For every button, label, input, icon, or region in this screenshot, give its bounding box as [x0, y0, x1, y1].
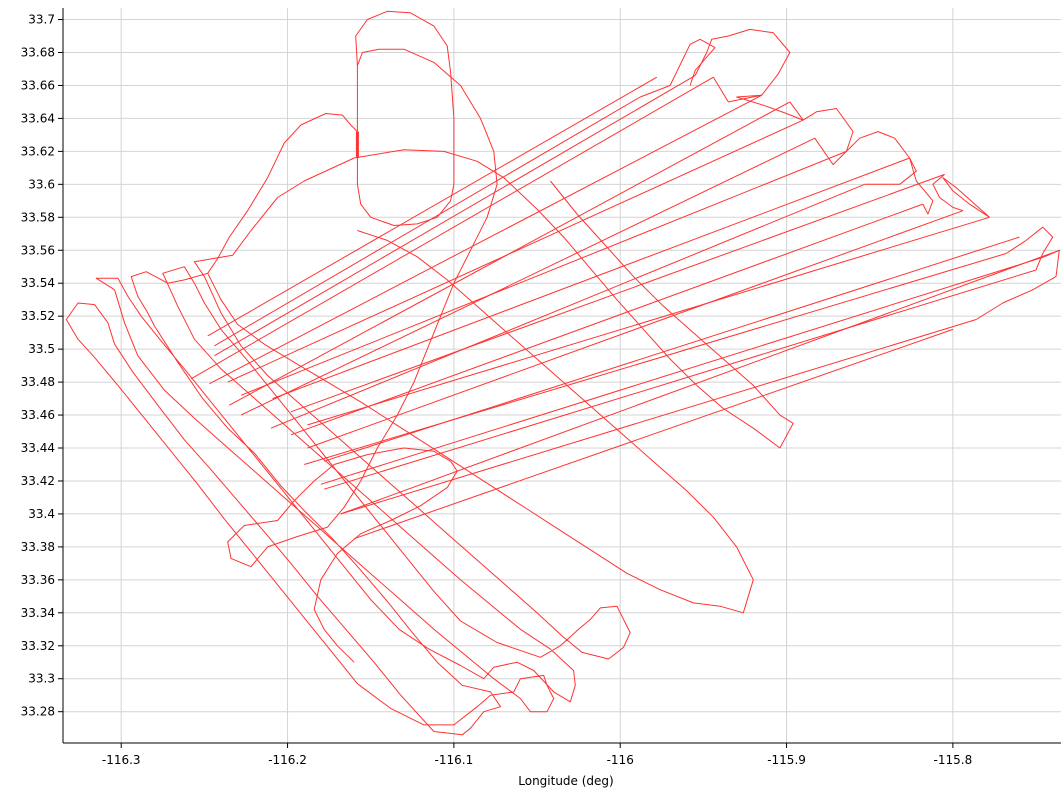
- track-pass-line: [214, 75, 696, 357]
- track-turn: [1005, 226, 1054, 271]
- x-tick-label: -115.9: [767, 753, 806, 767]
- y-tick-label: 33.64: [21, 111, 55, 125]
- track-pass-line: [270, 183, 865, 429]
- x-tick-label: -116: [607, 753, 634, 767]
- track-pass-line: [304, 253, 1007, 465]
- y-tick-label: 33.4: [28, 507, 55, 521]
- axes: [58, 8, 1061, 748]
- track-segment: [207, 230, 754, 614]
- track-turn: [932, 174, 964, 212]
- track-segment: [355, 10, 455, 226]
- flight-track: [65, 10, 1060, 736]
- y-tick-label: 33.44: [21, 441, 55, 455]
- x-tick-label: -116.2: [268, 753, 307, 767]
- y-tick-label: 33.32: [21, 639, 55, 653]
- y-tick-label: 33.5: [28, 342, 55, 356]
- track-pass-line: [227, 119, 804, 383]
- y-tick-label: 33.54: [21, 276, 55, 290]
- y-tick-label: 33.62: [21, 144, 55, 158]
- y-tick-label: 33.42: [21, 474, 55, 488]
- track-pass-line: [214, 96, 641, 347]
- track-pass-line: [209, 94, 762, 385]
- track-pass-line: [207, 76, 658, 337]
- track-pass-line: [307, 210, 964, 449]
- track-segment: [65, 113, 794, 736]
- track-pass-line: [190, 76, 714, 380]
- y-tick-label: 33.36: [21, 573, 55, 587]
- x-tick-label: -115.8: [934, 753, 973, 767]
- y-tick-label: 33.3: [28, 672, 55, 686]
- y-tick-label: 33.66: [21, 78, 55, 92]
- track-pass-line: [323, 269, 1037, 490]
- y-tick-label: 33.52: [21, 309, 55, 323]
- track-segment: [227, 48, 498, 663]
- y-tick-label: 33.56: [21, 243, 55, 257]
- y-tick-label: 33.6: [28, 177, 55, 191]
- x-axis-title: Longitude (deg): [518, 774, 613, 788]
- track-turn: [694, 28, 791, 103]
- grid-lines: [63, 8, 1061, 743]
- track-turn: [846, 131, 917, 185]
- y-tick-label: 33.34: [21, 606, 55, 620]
- tick-labels: -116.3 -116.2 -116.1 -116 -115.9 -115.8 33.28 3…: [21, 13, 973, 767]
- y-tick-label: 33.46: [21, 408, 55, 422]
- track-pass-line: [353, 328, 954, 540]
- track-turn: [640, 38, 716, 98]
- track-pass-line: [340, 319, 977, 515]
- y-tick-label: 33.58: [21, 210, 55, 224]
- track-pass-line: [340, 249, 1060, 515]
- track-turn: [909, 157, 934, 215]
- track-pass-line: [290, 173, 945, 413]
- track-pass-line: [290, 203, 924, 436]
- x-tick-label: -116.3: [102, 753, 141, 767]
- track-pass-line: [307, 216, 990, 426]
- y-tick-label: 33.7: [28, 13, 55, 27]
- y-tick-label: 33.28: [21, 705, 55, 719]
- track-turn: [942, 177, 990, 218]
- y-tick-label: 33.68: [21, 45, 55, 59]
- track-pass-line: [272, 157, 910, 400]
- track-turn: [736, 94, 804, 121]
- track-pass-line: [320, 256, 1045, 485]
- track-pass-line: [240, 150, 847, 396]
- track-turn: [975, 249, 1060, 320]
- track-turn: [802, 108, 854, 166]
- x-tick-label: -116.1: [435, 753, 474, 767]
- y-tick-label: 33.38: [21, 540, 55, 554]
- y-tick-label: 33.48: [21, 375, 55, 389]
- track-pass-line: [240, 137, 816, 416]
